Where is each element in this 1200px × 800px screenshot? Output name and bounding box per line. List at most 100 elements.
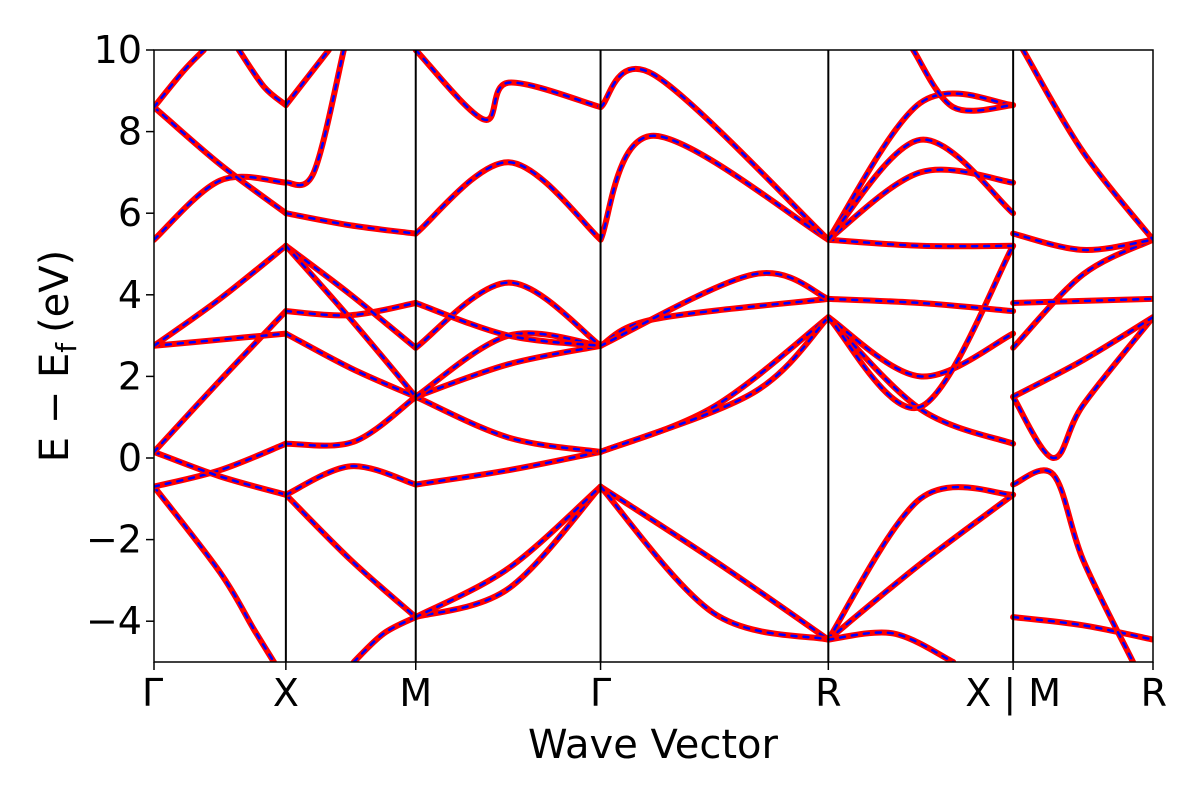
y-axis-label-main: E − E [32,353,78,463]
band-line-12 [282,393,419,449]
band-line-dashed-1 [154,442,288,488]
band-line-41 [825,629,957,662]
band-line-dashed-40 [827,485,1015,641]
y-tick-label-6: 8 [118,110,142,154]
x-tick-label-5: X | M [965,671,1061,716]
band-line-dashed-44 [827,244,1015,410]
band-line-dashed-37 [599,134,830,241]
band-line-9 [235,50,289,109]
band-line-39 [825,491,1017,643]
y-axis-label-unit: (eV) [32,250,78,333]
band-line-dashed-25 [414,344,602,399]
band-line-34 [597,314,832,455]
band-line-dashed-8 [154,50,206,109]
band-line-14 [282,300,419,319]
band-line-dashed-51 [1011,615,1153,641]
x-tick-label-0: Γ [142,671,163,715]
band-line-dashed-42 [827,315,1015,445]
band-lines [154,50,1153,662]
band-line-dashed-27 [414,281,602,350]
band-line-dashed-18 [284,50,346,187]
band-line-dashed-29 [414,160,602,241]
band-line-0 [154,483,277,662]
y-axis-label-subscript: f [50,342,83,353]
band-line-dashed-55 [1011,238,1153,350]
band-line-dashed-16 [284,244,417,399]
band-line-dashed-13 [284,332,417,399]
band-line-11 [282,463,419,498]
band-line-dashed-7 [154,105,288,215]
x-tick-label-6: R [1141,671,1167,715]
band-line-23 [412,448,604,488]
x-tick-label-4: R [815,671,841,715]
band-line-dashed-0 [154,485,276,662]
band-line-dashed-17 [284,211,417,235]
band-line-24 [412,393,604,455]
band-line-dashed-10 [284,493,417,619]
x-axis-label: Wave Vector [528,722,779,768]
y-tick-label-2: 0 [118,436,142,480]
y-axis-label: E − Ef (eV) [32,250,83,463]
band-line-dashed-39 [827,493,1015,641]
band-line-dashed-24 [414,395,602,454]
band-line-37 [597,132,832,243]
band-line-2 [154,448,289,498]
band-line-dashed-48 [827,92,1015,241]
band-line-dashed-6 [154,175,288,241]
band-line-dashed-3 [154,309,288,454]
y-tick-label-3: 2 [118,354,142,398]
y-tick-label-4: 4 [118,273,142,317]
band-line-dashed-11 [284,464,417,496]
band-line-dashed-20 [352,615,417,662]
x-tick-label-3: Γ [590,671,611,715]
band-line-44 [825,242,1017,412]
band-line-dashed-28 [414,301,602,348]
y-tick-label-1: −2 [86,518,142,562]
band-line-dashed-15 [284,244,417,350]
x-axis-ticks: Γ X M Γ R X | M R [142,662,1167,716]
band-line-dashed-50 [911,50,1015,112]
band-line-dashed-32 [599,485,830,641]
band-line-dashed-2 [154,450,288,496]
y-tick-label-0: −4 [86,599,142,643]
band-line-dashed-4 [154,332,288,348]
band-line-25 [412,342,604,400]
band-line-dashed-22 [414,485,602,619]
x-tick-label-1: X [273,671,299,715]
plot-frame [153,49,1154,663]
band-line-35 [597,295,832,349]
band-line-dashed-47 [827,168,1015,241]
band-line-dashed-58 [1021,50,1153,241]
band-line-dashed-12 [284,395,417,447]
band-line-20 [350,614,419,662]
band-line-dashed-57 [1011,232,1153,252]
band-line-dashed-56 [1011,297,1153,305]
band-line-dashed-36 [599,271,830,348]
band-line-45 [825,295,1017,315]
band-line-dashed-34 [599,315,830,454]
band-line-dashed-30 [414,50,602,121]
band-line-dashed-52 [1011,469,1135,662]
y-tick-label-5: 6 [118,191,142,235]
band-line-dashed-21 [414,485,602,619]
band-line-6 [154,173,289,243]
band-line-dashed-38 [599,67,830,241]
band-line-dashed-53 [1011,315,1153,460]
band-line-dashed-54 [1011,315,1153,399]
band-line-33 [597,314,832,455]
band-line-dashed-49 [827,138,1015,241]
high-symmetry-lines [284,50,1015,662]
band-line-dashed-31 [599,485,830,641]
band-line-58 [1020,50,1153,243]
band-line-30 [412,50,604,123]
band-line-dashed-43 [827,315,1015,378]
y-axis-ticks: −4 −2 0 2 4 6 8 10 [86,28,154,643]
y-tick-label-7: 10 [94,28,142,72]
band-line-46 [825,236,1017,250]
band-line-21 [412,483,604,621]
band-line-dashed-33 [599,315,830,454]
band-line-1 [154,440,289,490]
band-line-dashed-19 [284,50,331,107]
band-line-22 [412,483,604,621]
